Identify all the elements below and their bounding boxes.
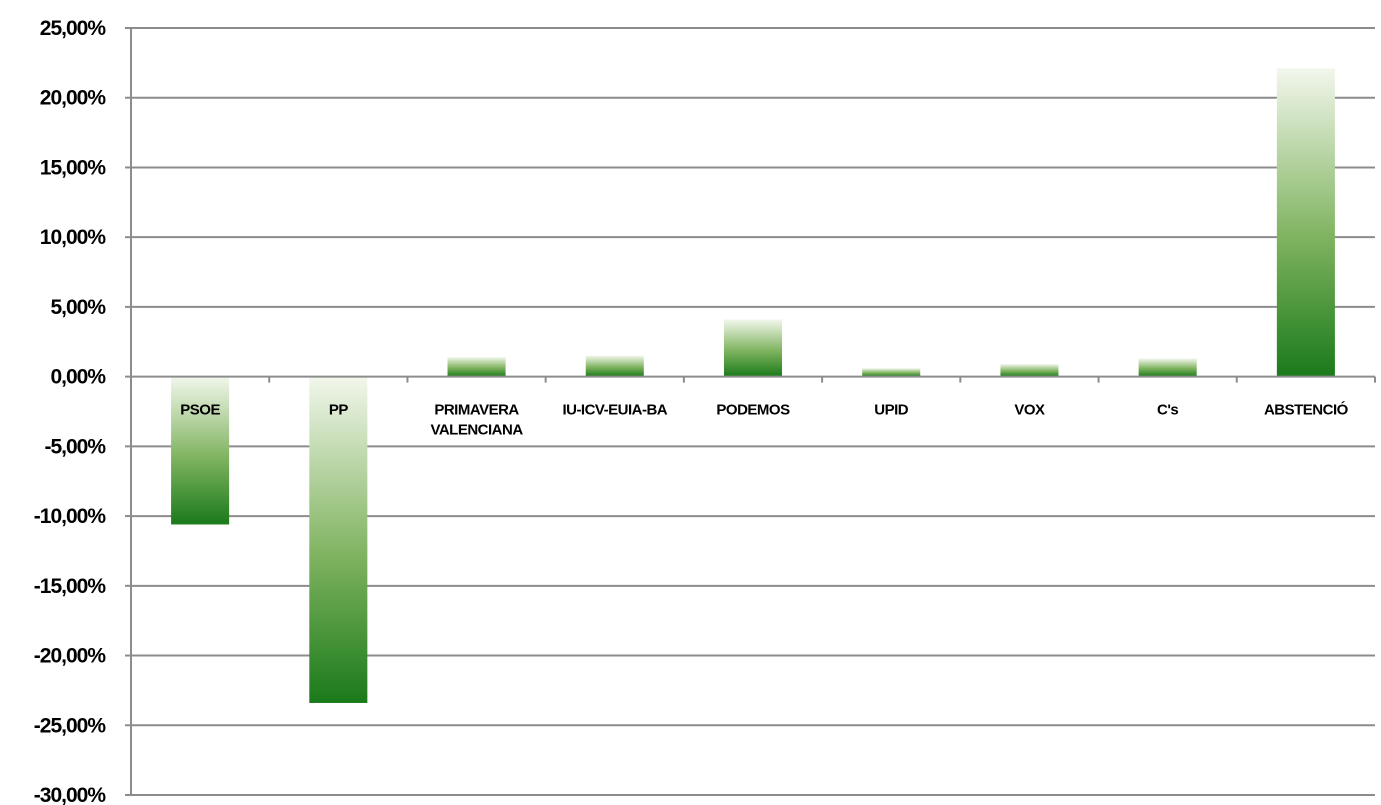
y-tick-label: 25,00%	[40, 17, 107, 40]
category-label: IU-ICV-EUIA-BA	[562, 402, 667, 419]
category-label: VOX	[1014, 402, 1045, 419]
y-tick-label: -20,00%	[34, 645, 107, 668]
category-label: ABSTENCIÓ	[1264, 401, 1349, 419]
y-tick-label: -30,00%	[34, 784, 107, 805]
bars	[171, 68, 1335, 703]
category-label: VALENCIANA	[430, 422, 523, 439]
bar-podemos	[723, 319, 783, 377]
bar-psoe	[171, 376, 230, 525]
category-label: PP	[329, 402, 349, 419]
bar-vox	[1000, 364, 1059, 377]
bar-pp	[309, 376, 368, 703]
category-label: PSOE	[180, 402, 220, 419]
y-tick-label: -10,00%	[34, 505, 107, 528]
category-labels: PSOE PP PRIMAVERA VALENCIANA IU-ICV-EUIA-BA P…	[180, 401, 1349, 439]
y-tick-label: 20,00%	[40, 87, 107, 110]
y-tick-label: 0,00%	[50, 366, 106, 389]
y-tick-label: 5,00%	[50, 296, 106, 319]
bar-primavera-valenciana	[447, 357, 506, 377]
bar-iu-icv-euia-ba	[585, 355, 644, 377]
bar-c-s	[1138, 358, 1197, 377]
y-tick-label: 10,00%	[40, 226, 107, 249]
y-tick-label: -15,00%	[34, 575, 107, 598]
category-label: UPID	[874, 402, 909, 419]
y-axis-tick-labels: 25,00% 20,00% 15,00% 10,00% 5,00% 0,00% -5,00%…	[34, 17, 108, 805]
category-label: PODEMOS	[716, 402, 790, 419]
y-tick-label: -5,00%	[44, 435, 106, 458]
axes	[125, 27, 1376, 796]
y-tick-label: -25,00%	[34, 714, 107, 737]
category-label: PRIMAVERA	[434, 402, 519, 419]
category-label: C's	[1157, 402, 1178, 419]
bar-upid	[862, 368, 921, 377]
y-tick-label: 15,00%	[40, 156, 107, 179]
bar-abstenci-	[1276, 68, 1335, 377]
